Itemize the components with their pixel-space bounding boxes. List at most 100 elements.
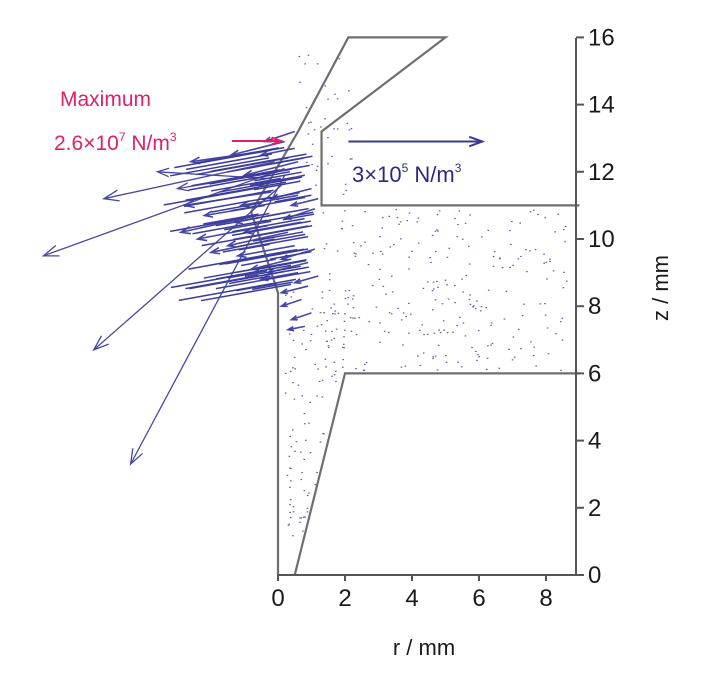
field-dot bbox=[295, 441, 298, 443]
field-dot bbox=[378, 278, 381, 281]
vector-stroke bbox=[261, 176, 303, 185]
field-dot bbox=[555, 333, 557, 335]
field-dot bbox=[299, 517, 301, 519]
vector-arrow bbox=[258, 147, 295, 157]
field-dot bbox=[443, 329, 445, 331]
field-dot bbox=[324, 358, 327, 360]
field-dot bbox=[561, 339, 564, 341]
field-dot bbox=[344, 313, 346, 315]
field-dot bbox=[421, 324, 424, 326]
field-dot bbox=[467, 245, 470, 247]
vector-stroke bbox=[261, 211, 314, 223]
field-dot bbox=[434, 250, 437, 253]
field-dot bbox=[292, 535, 294, 537]
field-dot bbox=[543, 253, 545, 255]
field-dot bbox=[391, 291, 394, 293]
field-dot bbox=[434, 230, 437, 232]
scale-value: 3×105 N/m3 bbox=[352, 161, 462, 187]
field-dot bbox=[436, 369, 439, 371]
field-dot bbox=[492, 265, 495, 267]
x-axis-title-text: r / mm bbox=[393, 635, 455, 660]
field-dot bbox=[352, 242, 355, 244]
field-dot bbox=[328, 289, 331, 292]
field-dot bbox=[560, 321, 562, 323]
field-dot bbox=[517, 258, 520, 260]
field-dot bbox=[333, 361, 336, 363]
field-dot bbox=[396, 217, 399, 219]
field-dot bbox=[510, 220, 513, 223]
vector-stroke bbox=[215, 270, 311, 290]
vector-stroke bbox=[200, 283, 292, 302]
field-dot bbox=[529, 250, 531, 252]
field-dot bbox=[499, 257, 501, 259]
field-dot bbox=[537, 213, 539, 216]
field-dot bbox=[351, 158, 353, 160]
field-dot bbox=[342, 359, 344, 361]
field-dot bbox=[462, 322, 465, 324]
field-dot bbox=[351, 298, 354, 300]
field-dot bbox=[303, 423, 306, 425]
field-dot bbox=[397, 307, 399, 309]
field-dot bbox=[458, 316, 461, 318]
y-axis-title: z / mm bbox=[648, 255, 673, 321]
y-tick-label: 10 bbox=[588, 226, 615, 253]
field-dot bbox=[400, 238, 402, 240]
vector-stroke bbox=[249, 176, 295, 187]
field-dot bbox=[288, 333, 291, 335]
field-dot bbox=[321, 297, 324, 299]
y-tick-label: 14 bbox=[588, 92, 615, 119]
field-dot bbox=[549, 258, 551, 260]
field-dot bbox=[311, 143, 314, 145]
field-dot bbox=[360, 245, 362, 247]
field-dot bbox=[324, 85, 327, 87]
field-dot bbox=[486, 357, 489, 359]
field-dot bbox=[379, 322, 382, 324]
field-dot bbox=[454, 217, 456, 220]
field-dot bbox=[487, 289, 490, 291]
vector-stroke bbox=[232, 217, 305, 233]
field-dot bbox=[457, 223, 459, 226]
field-dot bbox=[546, 278, 548, 280]
vector-stroke bbox=[188, 249, 292, 270]
field-dot bbox=[284, 392, 287, 394]
field-dot bbox=[468, 298, 471, 301]
vector-stroke bbox=[191, 169, 280, 187]
field-dot bbox=[509, 229, 511, 232]
field-dot bbox=[364, 241, 366, 243]
vector-arrow bbox=[279, 285, 309, 295]
field-dot bbox=[379, 268, 381, 270]
field-dot bbox=[436, 280, 438, 282]
scale-arrow bbox=[348, 135, 486, 148]
field-dot bbox=[546, 327, 549, 329]
maximum-value: 2.6×107 N/m3 bbox=[54, 130, 177, 155]
field-dot bbox=[321, 291, 324, 293]
field-dot bbox=[330, 307, 332, 309]
field-dot bbox=[432, 356, 435, 358]
field-dot bbox=[478, 356, 480, 358]
field-dot bbox=[439, 331, 442, 334]
y-tick-label: 4 bbox=[588, 428, 601, 455]
field-dot bbox=[431, 234, 434, 237]
field-dot bbox=[490, 324, 492, 326]
field-dot bbox=[311, 163, 313, 166]
field-dot bbox=[503, 318, 506, 320]
vector-stroke bbox=[215, 217, 259, 227]
field-dot bbox=[325, 243, 328, 245]
field-dot bbox=[479, 310, 482, 312]
field-dot bbox=[303, 490, 306, 492]
field-dot bbox=[454, 302, 456, 304]
field-dot bbox=[319, 441, 322, 443]
vector-arrow bbox=[225, 231, 289, 248]
field-dot bbox=[344, 183, 347, 185]
field-dot bbox=[314, 484, 317, 486]
field-dot bbox=[393, 244, 395, 246]
maximum-pointer-arrow bbox=[232, 136, 284, 146]
vector-stroke bbox=[163, 187, 260, 206]
field-dot bbox=[417, 217, 420, 219]
field-dot bbox=[477, 354, 479, 356]
field-dot bbox=[309, 452, 312, 454]
x-tick-label: 0 bbox=[271, 585, 284, 612]
field-dot bbox=[355, 367, 357, 370]
field-dot bbox=[333, 374, 336, 376]
